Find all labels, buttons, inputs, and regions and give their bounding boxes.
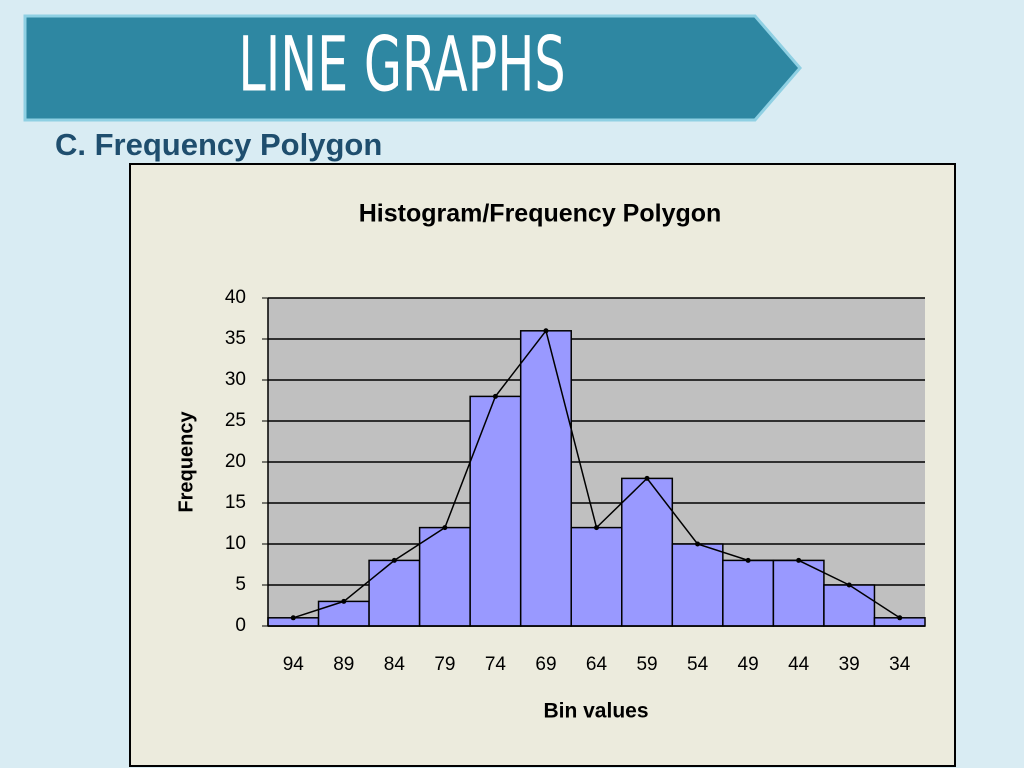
bar [570,526,623,627]
x-tick-label: 59 [636,654,657,675]
bar [418,526,471,627]
polygon-point [644,475,650,481]
x-tick-label: 69 [535,654,556,675]
bar [772,559,825,627]
x-tick-label: 49 [738,654,759,675]
y-tick-label: 35 [225,328,246,349]
bar [317,600,370,627]
polygon-point [695,541,701,547]
slide-title: LINE GRAPHS [238,21,565,109]
x-tick-label: 84 [384,654,406,675]
x-tick-label: 34 [889,654,911,675]
polygon-point [290,615,296,621]
polygon-point [492,393,498,399]
x-tick-label: 54 [687,654,709,675]
polygon-point [846,582,852,588]
y-tick-label: 25 [225,410,246,431]
x-tick-label: 89 [333,654,354,675]
bar [368,559,421,627]
chart-title: Histogram/Frequency Polygon [359,200,722,228]
y-tick-label: 20 [225,451,246,472]
bar [823,584,876,627]
y-tick-label: 10 [225,533,246,554]
y-tick-label: 5 [235,574,246,595]
bar [469,395,522,627]
x-tick-label: 79 [434,654,455,675]
y-tick-label: 15 [225,492,246,513]
polygon-point [594,525,599,531]
polygon-point [341,598,347,604]
x-tick-label: 39 [839,654,860,675]
x-tick-label: 94 [283,654,305,675]
polygon-point [796,557,802,563]
y-axis-label: Frequency [175,411,197,513]
y-tick-label: 0 [235,615,246,636]
y-tick-label: 30 [225,369,246,390]
bar [519,330,572,627]
x-tick-label: 44 [788,654,810,675]
bar [671,543,724,627]
slide-subtitle: C. Frequency Polygon [55,127,382,162]
polygon-point [745,557,751,563]
title-banner [23,14,802,122]
x-axis-label: Bin values [543,700,648,723]
polygon-point [442,525,448,531]
x-tick-label: 74 [485,654,507,675]
y-tick-label: 40 [225,287,246,308]
polygon-point [897,615,903,621]
polygon-point [543,328,549,334]
polygon-point [391,557,397,563]
x-tick-label: 64 [586,654,608,675]
bar [722,559,775,627]
